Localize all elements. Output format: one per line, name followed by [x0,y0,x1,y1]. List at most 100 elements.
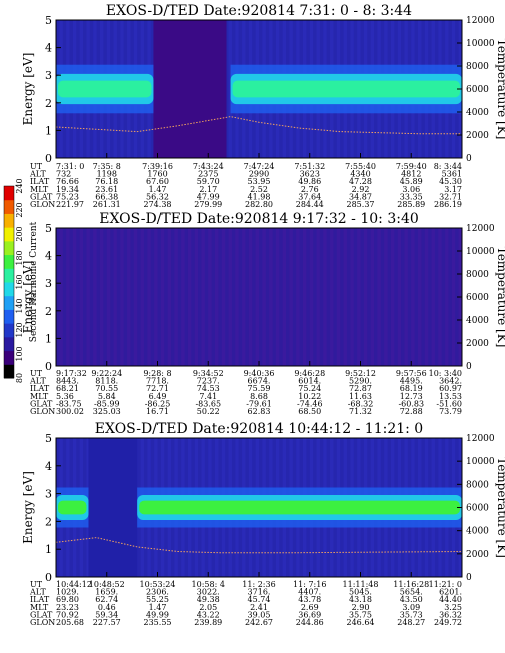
spectrogram-texture [89,228,94,366]
spectrogram-texture [448,228,452,366]
table-cell: 249.72 [434,618,462,627]
row-label: ALT [29,588,46,597]
spectrogram-texture [116,228,121,366]
spectrogram-texture [326,228,331,366]
spectrogram-texture [441,228,446,366]
table-cell: -60.83 [398,399,424,408]
y2tick-label: 6000 [466,85,489,95]
y-axis-label: Energy [eV] [21,261,35,334]
table-cell: 19.34 [56,185,79,194]
y2tick-label: 8000 [466,480,489,490]
spectrogram-texture [110,228,114,366]
table-cell: 2375 [198,170,218,179]
spectrogram-texture [401,228,405,366]
table-cell: 5290. [349,377,372,386]
band-core [58,80,152,98]
colorbar-swatch [4,336,14,352]
spectrogram-texture [130,228,134,366]
row-label: MLT [30,185,49,194]
table-cell: 2.41 [250,603,268,612]
spectrogram-texture [198,228,202,366]
table-cell: 1760 [147,170,167,179]
table-cell: 2990 [249,170,269,179]
colorbar-swatch [4,199,14,214]
spectrogram-texture [455,228,459,366]
y2tick-label: 6000 [466,293,489,303]
table-cell: 261.31 [93,200,121,209]
spectrogram-texture [103,228,107,366]
table-cell: 7:47:24 [244,162,275,171]
row-label: UT [30,162,43,171]
y2tick-label: 0 [466,362,472,372]
colorbar-swatch [4,186,14,201]
colorbar-swatch [4,227,14,242]
table-cell: 3022. [197,588,220,597]
table-cell: 39.05 [248,610,271,619]
spectrogram-texture [346,228,351,366]
ytick-label: 3 [45,488,52,501]
table-cell: 1.47 [149,185,167,194]
spectrogram-texture [428,228,432,366]
table-cell: 13.53 [439,392,462,401]
colorbar-swatch [4,213,14,228]
table-cell: 7718. [146,377,169,386]
spectrogram-texture [394,228,398,366]
table-cell: 36.69 [298,610,321,619]
table-cell: 43.50 [400,595,423,604]
table-cell: 35.73 [400,610,423,619]
ytick-label: 5 [45,432,52,445]
table-cell: 23.61 [95,185,118,194]
row-label: MLT [30,603,49,612]
y-axis-label: Energy [eV] [21,53,35,126]
spectrogram-texture [150,228,155,366]
table-cell: 72.88 [400,407,423,416]
table-cell: 49.38 [197,595,220,604]
y2tick-label: 10000 [466,247,495,257]
table-cell: 9:57:56 [396,369,427,378]
table-cell: 9:17:32 [56,369,87,378]
spectrogram-texture [177,228,182,366]
ytick-label: 4 [45,42,52,55]
spectrogram-texture [225,20,229,158]
table-cell: 8443. [56,377,79,386]
table-cell: 8: 3:44 [434,162,462,171]
table-cell: 2.76 [301,185,319,194]
colorbar-label: Second Harmonic Current [29,221,39,342]
ytick-label: 4 [45,250,52,263]
table-cell: 274.38 [144,200,172,209]
table-cell: 11:21: 0 [429,580,462,589]
spectrogram-texture [374,228,378,366]
table-cell: -51.60 [436,399,462,408]
spectrogram-texture [171,228,175,366]
table-cell: 9:28: 8 [143,369,171,378]
table-cell: -79.61 [246,399,272,408]
table-cell: 279.99 [194,200,222,209]
panel-1: EXOS-D/TED Date:920814 7:31: 0 - 8: 3:44… [21,3,505,209]
row-label: ALT [29,377,46,386]
table-cell: 10:53:24 [140,580,176,589]
spectrogram-texture [143,228,148,366]
y2tick-label: 2000 [466,131,489,141]
table-cell: 11: 2:36 [242,580,275,589]
temperature-line [55,537,463,554]
temperature-line [55,116,462,135]
table-cell: 2.90 [352,603,370,612]
table-cell: 56.32 [146,192,169,201]
table-cell: 9:34:52 [193,369,224,378]
table-cell: 66.38 [95,192,118,201]
colorbar-tick-label: 80 [15,373,24,383]
table-cell: 11:16:28 [393,580,429,589]
table-cell: 3.17 [444,185,462,194]
table-cell: 71.32 [349,407,372,416]
ytick-label: 5 [45,222,52,235]
table-cell: 68.50 [298,407,321,416]
table-cell: 72.87 [349,384,372,393]
spectrogram-texture [367,228,371,366]
spectrogram-texture [286,228,290,366]
spectrogram-texture [204,228,209,366]
row-label: ILAT [30,177,50,186]
table-cell: 2.52 [250,185,268,194]
table-cell: 47.99 [197,192,220,201]
colorbar-tick-label: 140 [15,298,24,313]
